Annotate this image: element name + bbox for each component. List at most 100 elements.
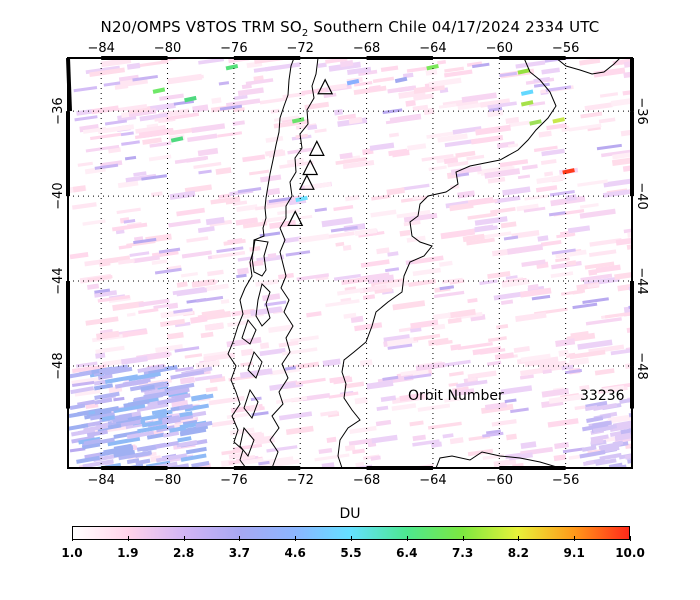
title-suffix: Southern Chile 04/17/2024 2334 UTC bbox=[308, 18, 600, 36]
so2-background-pixel bbox=[457, 101, 487, 111]
so2-background-pixel bbox=[521, 259, 546, 268]
latitude-tick-label: −36 bbox=[51, 97, 66, 124]
so2-background-pixel bbox=[277, 208, 300, 216]
so2-background-pixel bbox=[151, 191, 163, 197]
so2-lavender-pixel bbox=[173, 308, 193, 314]
so2-background-pixel bbox=[421, 153, 454, 162]
so2-lavender-pixel bbox=[198, 169, 212, 175]
so2-background-pixel bbox=[516, 203, 539, 212]
so2-background-pixel bbox=[433, 312, 451, 321]
so2-background-pixel bbox=[501, 278, 530, 288]
so2-swath-pixel bbox=[86, 429, 108, 438]
so2-background-pixel bbox=[444, 396, 462, 403]
so2-background-pixel bbox=[370, 455, 381, 461]
so2-lavender-pixel bbox=[73, 86, 98, 93]
so2-swath-pixel bbox=[68, 423, 89, 431]
so2-background-pixel bbox=[612, 151, 632, 160]
so2-background-pixel bbox=[279, 411, 313, 421]
so2-background-pixel bbox=[442, 277, 463, 284]
so2-background-pixel bbox=[487, 109, 504, 118]
so2-background-pixel bbox=[354, 228, 378, 236]
atlantic-coastline bbox=[337, 58, 557, 468]
colorbar-tick-label: 3.7 bbox=[228, 546, 251, 560]
so2-background-pixel bbox=[500, 385, 533, 395]
so2-swath-pixel bbox=[94, 397, 113, 405]
so2-background-pixel bbox=[186, 236, 209, 243]
so2-background-pixel bbox=[440, 228, 476, 240]
so2-background-pixel bbox=[456, 379, 488, 388]
so2-background-pixel bbox=[75, 361, 98, 368]
so2-background-pixel bbox=[466, 237, 495, 246]
so2-lavender-pixel bbox=[504, 398, 517, 404]
so2-background-pixel bbox=[97, 124, 135, 134]
so2-lavender-pixel bbox=[284, 366, 297, 371]
so2-high-value-pixel bbox=[346, 78, 360, 86]
so2-background-pixel bbox=[174, 155, 209, 164]
so2-background-pixel bbox=[550, 271, 574, 278]
so2-swath-pixel bbox=[179, 427, 207, 437]
so2-background-pixel bbox=[211, 419, 236, 428]
so2-lavender-pixel bbox=[216, 246, 244, 254]
chile-coastline bbox=[227, 58, 295, 468]
so2-swath-pixel bbox=[155, 453, 188, 463]
so2-swath-pixel bbox=[627, 457, 632, 464]
so2-background-pixel bbox=[610, 97, 632, 107]
so2-swath-pixel bbox=[179, 403, 194, 411]
so2-background-pixel bbox=[541, 387, 570, 398]
so2-background-pixel bbox=[413, 255, 444, 265]
so2-high-value-pixel bbox=[520, 100, 534, 107]
so2-background-pixel bbox=[437, 60, 447, 65]
latitude-tick-label: −44 bbox=[51, 267, 66, 294]
so2-background-pixel bbox=[344, 444, 356, 452]
so2-swath-pixel bbox=[101, 415, 115, 422]
title-subscript: 2 bbox=[301, 28, 309, 39]
so2-swath-pixel bbox=[162, 415, 180, 423]
so2-background-pixel bbox=[533, 145, 558, 153]
so2-background-pixel bbox=[579, 203, 599, 209]
so2-background-pixel bbox=[116, 207, 141, 215]
so2-background-pixel bbox=[599, 92, 619, 98]
so2-background-pixel bbox=[371, 194, 391, 201]
so2-background-pixel bbox=[237, 256, 255, 262]
so2-lavender-pixel bbox=[174, 346, 200, 353]
colorbar-tick-mark bbox=[127, 536, 129, 541]
so2-background-pixel bbox=[598, 117, 616, 124]
longitude-tick-label: −56 bbox=[552, 473, 579, 488]
so2-background-pixel bbox=[94, 290, 118, 298]
so2-background-pixel bbox=[527, 284, 539, 291]
so2-background-pixel bbox=[524, 194, 549, 201]
longitude-tick-label: −76 bbox=[220, 473, 247, 488]
so2-background-pixel bbox=[250, 306, 283, 317]
so2-background-pixel bbox=[342, 159, 375, 170]
volcano-triangle-icon bbox=[308, 140, 325, 156]
so2-lavender-pixel bbox=[387, 343, 413, 350]
so2-background-pixel bbox=[472, 346, 502, 356]
so2-background-pixel bbox=[375, 419, 392, 427]
so2-swath-pixel bbox=[114, 380, 138, 389]
so2-background-pixel bbox=[283, 236, 302, 244]
so2-lavender-pixel bbox=[531, 294, 551, 301]
so2-background-pixel bbox=[333, 376, 353, 385]
so2-lavender-pixel bbox=[258, 460, 270, 466]
so2-background-pixel bbox=[452, 126, 482, 135]
so2-swath-pixel bbox=[581, 422, 609, 432]
so2-background-pixel bbox=[296, 273, 330, 282]
so2-background-pixel bbox=[239, 457, 264, 466]
so2-background-pixel bbox=[412, 434, 426, 442]
so2-background-pixel bbox=[541, 67, 560, 75]
so2-background-pixel bbox=[169, 190, 196, 200]
so2-swath-pixel bbox=[143, 390, 169, 400]
so2-lavender-pixel bbox=[175, 366, 194, 372]
so2-background-pixel bbox=[82, 219, 106, 226]
latitude-tick-label: −36 bbox=[634, 97, 649, 124]
andes-border bbox=[269, 58, 319, 468]
longitude-tick-label: −56 bbox=[552, 41, 579, 56]
colorbar-tick-label: 1.9 bbox=[117, 546, 139, 560]
so2-background-pixel bbox=[166, 265, 182, 271]
so2-background-pixel bbox=[191, 123, 226, 134]
so2-background-pixel bbox=[491, 419, 517, 427]
so2-swath-pixel bbox=[146, 432, 165, 440]
so2-swath-pixel bbox=[137, 364, 165, 374]
so2-data-layer bbox=[68, 58, 632, 468]
